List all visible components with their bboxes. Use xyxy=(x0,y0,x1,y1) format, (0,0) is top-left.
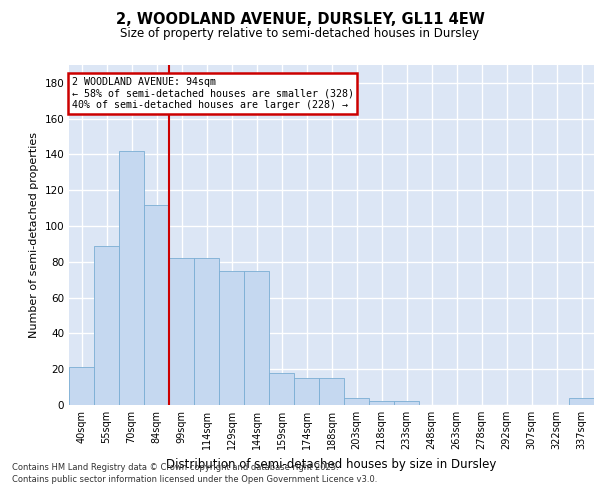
Bar xyxy=(344,398,369,405)
Bar xyxy=(319,378,344,405)
X-axis label: Distribution of semi-detached houses by size in Dursley: Distribution of semi-detached houses by … xyxy=(166,458,497,470)
Bar xyxy=(294,378,319,405)
Text: Contains public sector information licensed under the Open Government Licence v3: Contains public sector information licen… xyxy=(12,475,377,484)
Bar xyxy=(394,402,419,405)
Bar xyxy=(119,151,144,405)
Text: 2 WOODLAND AVENUE: 94sqm
← 58% of semi-detached houses are smaller (328)
40% of : 2 WOODLAND AVENUE: 94sqm ← 58% of semi-d… xyxy=(71,77,353,110)
Bar xyxy=(269,373,294,405)
Bar xyxy=(169,258,194,405)
Bar xyxy=(569,398,594,405)
Bar xyxy=(369,402,394,405)
Bar xyxy=(194,258,219,405)
Bar xyxy=(244,271,269,405)
Y-axis label: Number of semi-detached properties: Number of semi-detached properties xyxy=(29,132,39,338)
Bar xyxy=(94,246,119,405)
Bar xyxy=(219,271,244,405)
Bar xyxy=(144,204,169,405)
Text: Contains HM Land Registry data © Crown copyright and database right 2025.: Contains HM Land Registry data © Crown c… xyxy=(12,462,338,471)
Text: 2, WOODLAND AVENUE, DURSLEY, GL11 4EW: 2, WOODLAND AVENUE, DURSLEY, GL11 4EW xyxy=(116,12,484,28)
Bar xyxy=(69,368,94,405)
Text: Size of property relative to semi-detached houses in Dursley: Size of property relative to semi-detach… xyxy=(121,28,479,40)
